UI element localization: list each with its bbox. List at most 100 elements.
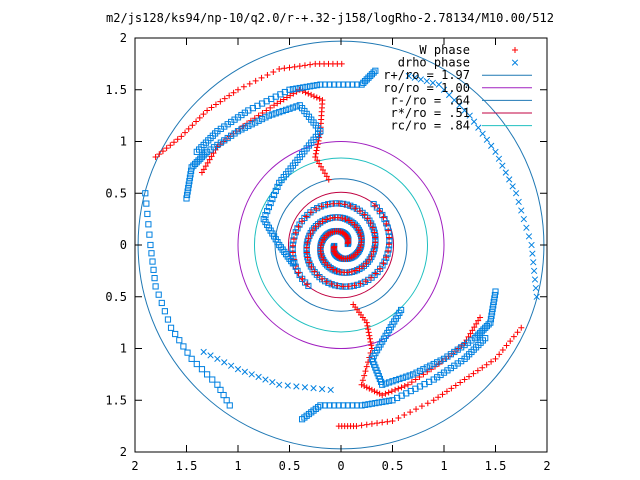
w-phase-point [301, 62, 308, 69]
w-phase-point [470, 370, 477, 377]
w-phase-point [336, 200, 343, 207]
drho-phase-point [373, 204, 380, 211]
x-axis: 2 1.5 1 0.5 0 0.5 1 1.5 2 [131, 38, 551, 473]
drho-phase-point [245, 122, 252, 130]
drho-phase-point [265, 112, 272, 119]
w-phase-point [492, 355, 499, 362]
drho-phase-point [403, 373, 410, 380]
w-phase-point [368, 345, 375, 352]
drho-phase-point [488, 312, 495, 319]
drho-phase-point [180, 343, 187, 350]
phase-points [142, 60, 540, 430]
drho-phase-point [155, 291, 162, 298]
drho-phase-point [264, 207, 271, 215]
drho-phase-point [226, 402, 233, 409]
drho-phase-point [158, 299, 165, 307]
w-phase-point [316, 95, 323, 102]
w-phase-point [255, 112, 262, 119]
w-phase-point [379, 392, 386, 399]
w-phase-point [290, 236, 297, 243]
drho-phase-point [241, 124, 248, 131]
w-phase-point [296, 63, 303, 70]
w-phase-point [208, 153, 215, 160]
drho-phase-point [269, 378, 276, 386]
w-phase-point [361, 383, 368, 390]
drho-phase-point [375, 399, 382, 406]
w-phase-point [388, 388, 395, 395]
w-phase-point [368, 252, 375, 259]
drho-phase-point [389, 397, 396, 404]
drho-phase-point [353, 205, 360, 212]
w-phase-point [318, 275, 325, 282]
w-phase-point [252, 77, 259, 84]
w-phase-point [308, 263, 315, 270]
w-phase-point [371, 229, 378, 236]
w-phase-point [313, 94, 320, 101]
w-phase-point [395, 385, 402, 392]
drho-phase-point [437, 357, 444, 364]
drho-phase-point [185, 184, 192, 192]
w-phase-point [270, 69, 277, 76]
drho-phase-point [293, 383, 300, 390]
drho-phase-point [294, 225, 301, 232]
w-phase-point [368, 420, 375, 427]
w-phase-point [467, 330, 474, 337]
w-phase-point [170, 139, 177, 146]
w-phase-point [503, 342, 510, 349]
drho-phase-point [361, 278, 368, 285]
drho-phase-point [482, 324, 489, 331]
w-phase-point [348, 268, 355, 275]
drho-phase-point [227, 362, 235, 369]
drho-phase-point [399, 374, 406, 381]
w-phase-point [345, 283, 352, 290]
w-phase-point [364, 215, 371, 222]
drho-phase-point [269, 111, 276, 118]
w-phase-point [389, 417, 396, 424]
w-phase-point [363, 363, 370, 370]
x-tick-label: 1.5 [485, 459, 507, 473]
w-phase-point [299, 218, 306, 225]
w-phase-point [380, 214, 387, 221]
w-phase-point [318, 203, 325, 210]
drho-phase-point [305, 282, 312, 290]
drho-phase-point [368, 400, 375, 407]
drho-phase-point [487, 319, 494, 326]
w-phase-point [344, 269, 351, 276]
w-phase-point [496, 351, 503, 358]
drho-phase-point [238, 126, 245, 133]
drho-phase-point [372, 400, 379, 407]
drho-phase-point [509, 183, 516, 190]
w-phase-point [483, 361, 490, 368]
x-tick-label: 1.5 [176, 459, 198, 473]
drho-phase-point [479, 130, 486, 137]
drho-phase-point [483, 322, 491, 330]
w-phase-point [319, 218, 326, 225]
w-phase-point [331, 214, 338, 221]
drho-phase-point [331, 81, 338, 88]
drho-phase-point [466, 112, 473, 119]
drho-phase-point [262, 212, 269, 219]
w-phase-point [304, 281, 311, 288]
w-phase-point [374, 389, 381, 396]
w-phase-point [404, 381, 411, 388]
drho-phase-point [198, 153, 206, 161]
drho-phase-point [506, 176, 513, 183]
drho-phase-point [451, 96, 458, 104]
w-phase-point [314, 144, 321, 151]
drho-phase-point [326, 81, 333, 88]
w-phase-point [339, 283, 346, 290]
drho-phase-point [349, 402, 356, 409]
w-phase-point [376, 265, 383, 272]
w-phase-point [385, 389, 392, 396]
w-phase-point [258, 74, 265, 81]
drho-phase-point [255, 117, 262, 124]
w-phase-point [287, 92, 294, 99]
drho-phase-point [252, 119, 259, 126]
drho-phase-point [145, 221, 152, 228]
circle-1 [237, 141, 445, 349]
w-phase-point [204, 159, 211, 166]
w-phase-point [368, 274, 375, 281]
x-tick-label: 0 [337, 459, 344, 473]
